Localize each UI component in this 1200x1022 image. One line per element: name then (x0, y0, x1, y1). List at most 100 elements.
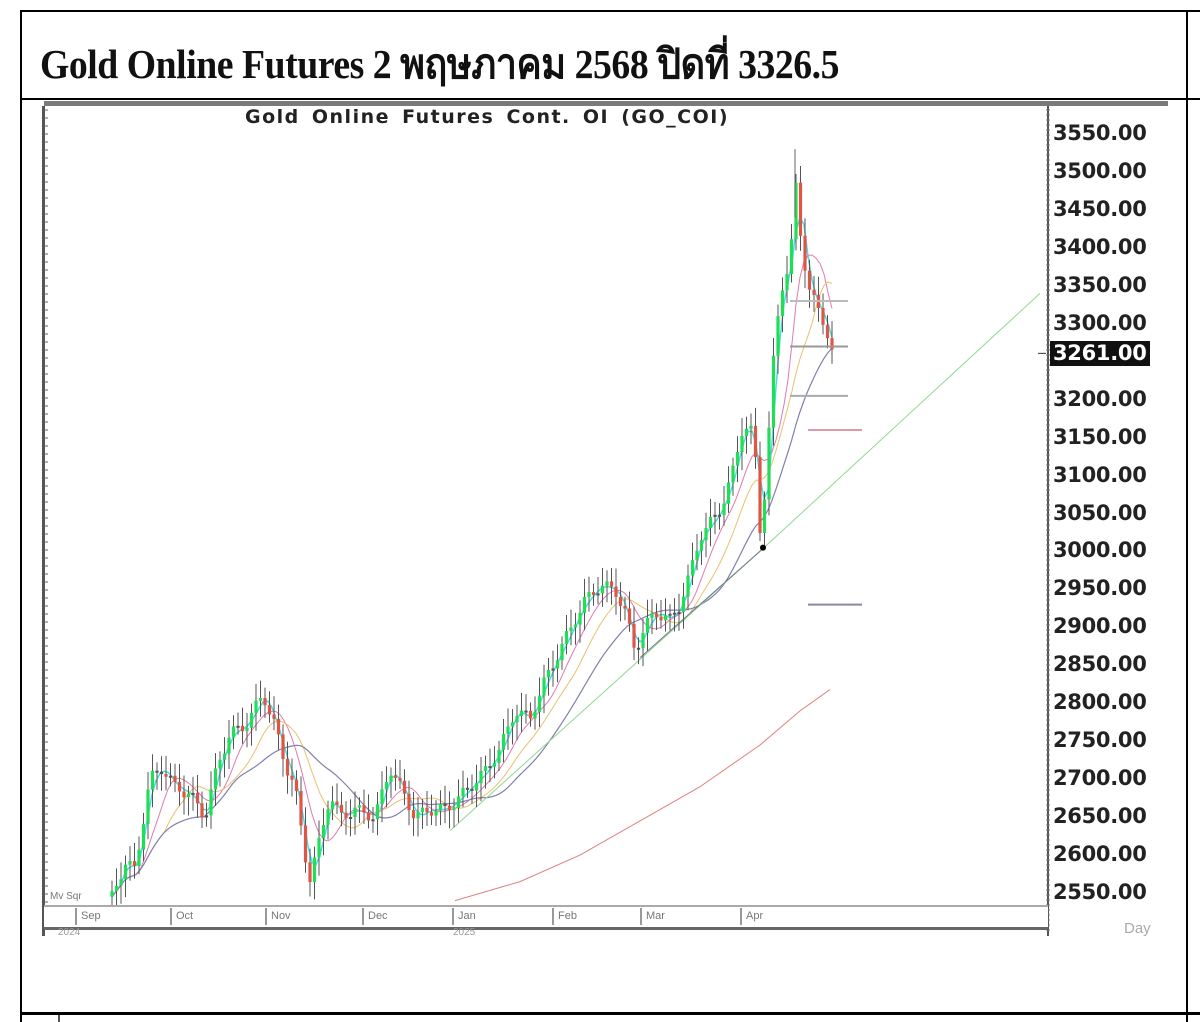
candle (330, 801, 335, 810)
candle (807, 270, 812, 290)
candle (182, 791, 186, 798)
candle (510, 722, 515, 727)
candle (272, 714, 276, 719)
candle (348, 817, 353, 820)
price-tick-label: 3000.00 (1053, 538, 1147, 563)
month-label-oct: Oct (170, 908, 193, 925)
candle (767, 427, 771, 500)
candle (137, 849, 141, 867)
candle (402, 780, 407, 794)
candle (317, 838, 321, 858)
candle (749, 425, 753, 429)
candle (623, 605, 627, 609)
plot-left-border (42, 106, 45, 936)
candle (465, 787, 470, 790)
chart-top-bar (44, 101, 1168, 106)
candle (704, 528, 708, 541)
candle (470, 788, 474, 791)
candle (389, 775, 393, 782)
candle (650, 613, 654, 618)
candle (789, 239, 794, 275)
candle (564, 630, 569, 644)
candle (573, 624, 578, 628)
candle (344, 812, 348, 819)
candle (753, 425, 758, 458)
candle (591, 592, 596, 596)
price-tick-label: 3300.00 (1053, 310, 1147, 335)
candle (519, 710, 524, 716)
candle (641, 632, 645, 649)
candle (645, 617, 650, 633)
candle (717, 514, 722, 517)
timeframe-label: Day (1124, 920, 1151, 937)
candle (686, 575, 690, 597)
candle (744, 428, 749, 437)
candle (722, 503, 726, 516)
candle (609, 581, 614, 587)
price-tick-label: 3350.00 (1053, 272, 1147, 297)
candle (537, 695, 542, 712)
price-tick-label: 2650.00 (1053, 804, 1147, 829)
candle (438, 803, 443, 811)
candle (582, 596, 587, 613)
candle (407, 793, 411, 811)
candle (159, 771, 164, 774)
price-tick-label: 3150.00 (1053, 424, 1147, 449)
price-tick-label: 3050.00 (1053, 500, 1147, 525)
candle (411, 810, 416, 819)
candle (740, 436, 744, 453)
frame-tick-mark (58, 1015, 60, 1022)
candle (393, 775, 398, 778)
year-label-2024: 2024 (58, 927, 81, 938)
frame-right-border (1186, 10, 1188, 1022)
candle (177, 781, 182, 792)
month-label-apr: Apr (740, 908, 763, 925)
candle (614, 586, 618, 597)
candle (276, 718, 281, 735)
candle (267, 705, 272, 715)
candle (488, 766, 492, 769)
trend-line-dark (639, 547, 765, 659)
candle (434, 810, 438, 816)
candle (285, 758, 290, 776)
candle (429, 812, 434, 816)
frame-top-border (20, 10, 1200, 12)
candle (204, 815, 209, 818)
candle (339, 804, 344, 813)
candle (668, 613, 672, 616)
candle (240, 725, 245, 732)
candle (384, 781, 389, 790)
candle (335, 801, 339, 805)
candle (353, 807, 357, 818)
candle (186, 793, 191, 798)
price-tick-label: 2750.00 (1053, 728, 1147, 753)
candle (551, 668, 555, 671)
candle (821, 308, 825, 325)
candle (731, 465, 735, 483)
candle (713, 514, 717, 517)
month-label-feb: Feb (552, 908, 577, 925)
candle (263, 698, 267, 706)
candle (308, 862, 312, 883)
candle (474, 782, 479, 791)
candle (294, 779, 299, 792)
candle (452, 807, 456, 811)
candle (456, 796, 461, 808)
ma-slow-line (111, 281, 833, 898)
candle (812, 289, 816, 295)
candle (249, 712, 254, 728)
candle (371, 819, 375, 822)
candle (515, 715, 519, 723)
candle (191, 792, 195, 795)
candle (780, 290, 785, 317)
candle (830, 338, 834, 350)
candle (794, 182, 798, 240)
candle (560, 643, 564, 661)
frame-bottom-border (20, 1012, 1200, 1015)
candle (209, 789, 213, 816)
candle (506, 726, 510, 734)
candle (236, 725, 240, 728)
candle (425, 807, 429, 813)
candle (366, 812, 371, 821)
candle (555, 660, 560, 669)
